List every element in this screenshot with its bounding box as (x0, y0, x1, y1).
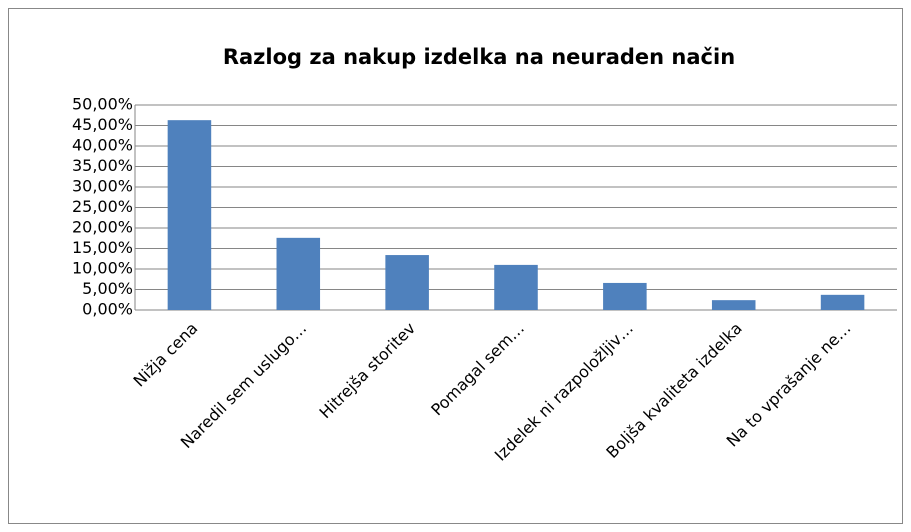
chart-title: Razlog za nakup izdelka na neuraden nači… (223, 45, 735, 69)
y-tick-label: 45,00% (72, 115, 133, 134)
bar (494, 264, 538, 310)
bar (276, 237, 321, 310)
y-tick-label: 35,00% (72, 156, 133, 175)
y-tick-label: 20,00% (72, 218, 133, 237)
y-tick-label: 10,00% (72, 259, 133, 278)
bar (711, 300, 756, 310)
bar (603, 282, 647, 310)
y-tick-label: 40,00% (72, 136, 133, 155)
bar (385, 255, 429, 310)
chart-border (8, 8, 903, 524)
y-tick-label: 15,00% (72, 238, 133, 257)
y-tick-label: 30,00% (72, 177, 133, 196)
bar (820, 294, 865, 310)
y-tick-label: 50,00% (72, 95, 133, 114)
y-tick-label: 25,00% (72, 197, 133, 216)
y-tick-label: 5,00% (82, 279, 133, 298)
bar (167, 120, 212, 310)
y-tick-label: 0,00% (82, 300, 133, 319)
